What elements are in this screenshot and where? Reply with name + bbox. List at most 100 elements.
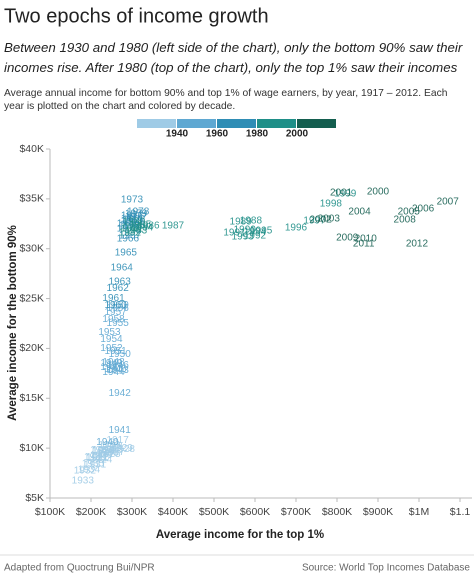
year-point: 1921 — [86, 453, 109, 464]
year-point: 1984 — [131, 222, 154, 233]
year-point: 1993 — [232, 231, 255, 242]
year-point: 1923 — [92, 445, 115, 456]
year-point: 1979 — [125, 208, 148, 219]
year-point: 1927 — [102, 447, 125, 458]
year-point: 1986 — [137, 220, 160, 231]
y-tick-label: $40K — [19, 143, 44, 155]
year-point: 1966 — [117, 233, 140, 244]
year-point: 1948 — [102, 357, 125, 368]
year-point: 1973 — [121, 194, 144, 205]
year-point: 1981 — [121, 223, 144, 234]
year-point: 2010 — [355, 233, 378, 244]
year-point: 1949 — [100, 358, 123, 369]
year-point: 1928 — [113, 444, 136, 455]
year-point: 1955 — [107, 318, 130, 329]
legend-swatch — [297, 119, 336, 128]
year-point: 1931 — [84, 460, 107, 471]
year-point: 1985 — [129, 219, 152, 230]
year-point: 1920 — [92, 446, 115, 457]
x-tick-label: $600K — [240, 506, 270, 518]
year-point: 1997 — [303, 215, 326, 226]
year-point: 1933 — [72, 476, 95, 487]
source: Source: World Top Incomes Database — [302, 563, 470, 574]
year-point: 1956 — [107, 303, 130, 314]
x-axis-label: Average income for the top 1% — [156, 529, 324, 541]
year-point: 1976 — [123, 214, 146, 225]
year-point: 1945 — [104, 364, 127, 375]
year-point: 1951 — [104, 346, 127, 357]
x-tick-label: $400K — [158, 506, 188, 518]
year-point: 1952 — [100, 343, 123, 354]
legend-label: 1940 — [166, 129, 189, 140]
year-point: 2002 — [309, 214, 332, 225]
year-point: 1934 — [78, 465, 101, 476]
year-point: 1996 — [285, 222, 308, 233]
year-point: 1967 — [119, 230, 142, 241]
year-point: 1943 — [107, 365, 130, 376]
year-point: 1989 — [230, 216, 253, 227]
year-point: 1975 — [117, 218, 140, 229]
year-point: 1977 — [125, 211, 148, 222]
year-point: 1972 — [121, 210, 144, 221]
year-point: 1932 — [74, 466, 97, 477]
x-tick-label: $900K — [363, 506, 393, 518]
year-point: 1990 — [234, 224, 257, 235]
year-point: 1963 — [109, 276, 132, 287]
year-point: 2001 — [330, 188, 353, 199]
chart-description: Average annual income for bottom 90% and… — [4, 88, 448, 112]
y-tick-label: $15K — [19, 392, 44, 404]
legend-swatch — [137, 119, 176, 128]
year-point: 1953 — [98, 327, 121, 338]
year-point: 2008 — [394, 214, 417, 225]
year-point: 1926 — [100, 445, 123, 456]
year-point: 1919 — [98, 440, 121, 451]
year-point: 1950 — [109, 349, 132, 360]
year-point: 1969 — [121, 215, 144, 226]
year-point: 1995 — [250, 225, 273, 236]
year-point: 1917 — [107, 435, 130, 446]
chart-title: Two epochs of income growth — [4, 5, 269, 27]
year-point: 1944 — [102, 367, 125, 378]
year-point: 1980 — [123, 216, 146, 227]
chart-subtitle: Between 1930 and 1980 (left side of the … — [4, 40, 463, 75]
y-tick-label: $30K — [19, 242, 44, 254]
x-tick-label: $300K — [117, 506, 147, 518]
year-point: 2012 — [406, 238, 429, 249]
year-point: 1970 — [117, 223, 140, 234]
year-point: 1942 — [109, 388, 132, 399]
year-point: 1946 — [107, 360, 130, 371]
x-tick-label: $200K — [76, 506, 106, 518]
year-point: 2004 — [348, 206, 371, 217]
year-point: 1925 — [98, 449, 121, 460]
year-point: 1958 — [102, 314, 125, 325]
year-point: 2005 — [398, 206, 421, 217]
y-tick-label: $5K — [25, 492, 44, 504]
subtitle-box: Between 1930 and 1980 (left side of the … — [4, 40, 463, 75]
year-point: 1998 — [320, 198, 343, 209]
year-point: 1929 — [111, 443, 134, 454]
year-point: 1988 — [240, 215, 263, 226]
year-point: 1954 — [100, 334, 123, 345]
year-point: 1987 — [162, 220, 185, 231]
year-point: 1999 — [334, 189, 357, 200]
year-point: 1935 — [82, 459, 105, 470]
year-point: 1938 — [84, 452, 107, 463]
year-point: 2011 — [353, 238, 375, 249]
year-point: 1961 — [102, 293, 125, 304]
year-point: 1992 — [244, 230, 267, 241]
year-point: 1965 — [115, 247, 138, 258]
year-point: 1957 — [104, 307, 127, 318]
year-point: 1971 — [119, 220, 142, 231]
year-point: 1924 — [90, 455, 113, 466]
year-point: 2009 — [336, 232, 359, 243]
year-point: 1960 — [104, 300, 127, 311]
year-point: 1947 — [100, 362, 123, 373]
year-point: 1991 — [223, 227, 246, 238]
x-tick-label: $100K — [35, 506, 65, 518]
year-point: 1937 — [92, 445, 115, 456]
legend-swatch — [217, 119, 256, 128]
y-tick-label: $25K — [19, 292, 44, 304]
year-point: 1978 — [127, 206, 150, 217]
year-point: 1994 — [244, 226, 267, 237]
